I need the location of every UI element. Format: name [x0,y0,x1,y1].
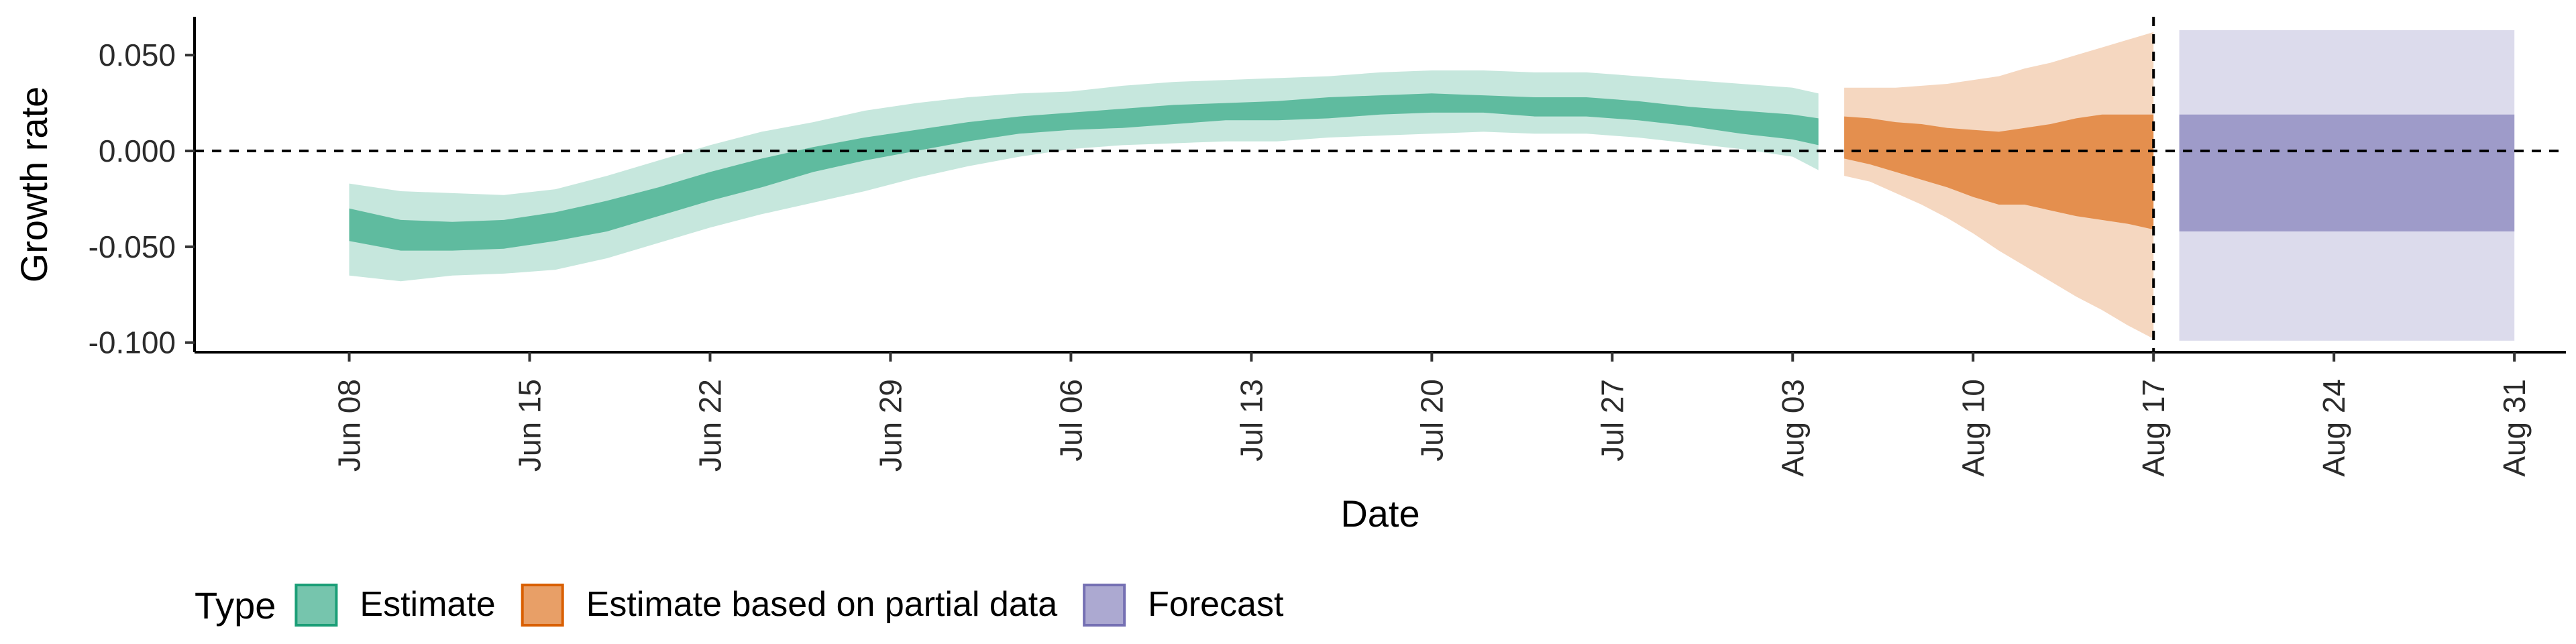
x-tick-label: Jul 20 [1414,379,1449,462]
x-tick-label: Aug 24 [2316,379,2351,477]
y-tick-label: 0.000 [99,133,176,168]
y-tick-label: -0.050 [89,229,176,264]
x-tick-label: Jun 22 [692,379,727,472]
x-tick-label: Aug 31 [2497,379,2532,477]
estimate-outer-band [349,70,1819,282]
forecast-inner-band [2179,114,2515,231]
y-axis-title: Growth rate [13,87,55,283]
y-tick-label: 0.050 [99,38,176,72]
x-tick-label: Aug 10 [1955,379,1990,477]
legend-key-forecast [1083,584,1126,627]
legend-label-estimate: Estimate [360,585,495,624]
x-tick-label: Jun 08 [332,379,367,472]
x-axis-title: Date [1340,492,1419,535]
ribbon-layer [349,30,2515,341]
x-tick-label: Aug 03 [1775,379,1810,477]
x-tick-label: Jul 06 [1053,379,1088,462]
y-tick-label: -0.100 [89,325,176,360]
x-tick-label: Aug 17 [2136,379,2171,477]
x-tick-label: Jul 27 [1595,379,1629,462]
legend-label-estimate-based-on-partial-data: Estimate based on partial data [586,585,1058,624]
estimate-inner-band [349,93,1819,251]
legend-key-estimate-based-on-partial-data [521,584,564,627]
legend-key-estimate [294,584,338,627]
x-tick-label: Jun 15 [513,379,547,472]
x-tick-label: Jul 13 [1234,379,1269,462]
estimate-based-on-partial-data-inner-band [1844,114,2154,230]
x-tick-label: Jun 29 [873,379,908,472]
legend-label-forecast: Forecast [1148,585,1284,624]
legend-title: Type [195,584,276,627]
legend: Type Estimate Estimate based on partial d… [195,584,1284,627]
axes-layer: 0.050 0.000 -0.050 -0.100 Jun 08 Jun 15 Jun 22… [89,17,2566,477]
